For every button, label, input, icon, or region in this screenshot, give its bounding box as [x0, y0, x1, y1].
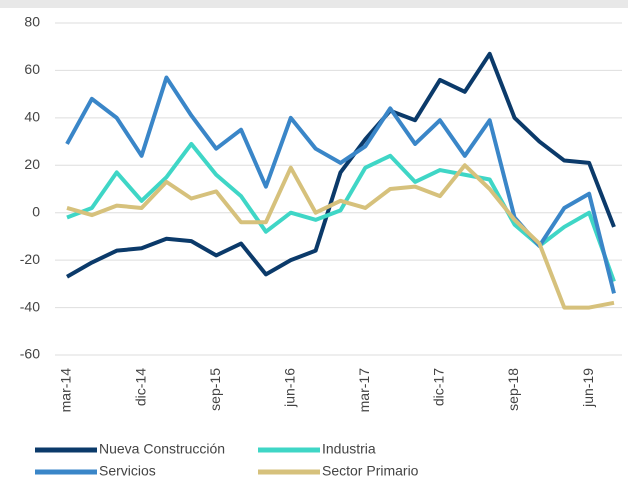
- top-band: [0, 0, 628, 8]
- y-tick-label: 80: [24, 14, 40, 30]
- y-tick-label: -20: [20, 251, 40, 267]
- series-line: [66, 163, 615, 310]
- y-tick-label: -40: [20, 298, 40, 314]
- x-tick-label: mar-14: [58, 368, 74, 413]
- y-tick-label: 40: [24, 109, 40, 125]
- series-line: [65, 75, 616, 294]
- x-tick-label: dic-14: [132, 368, 148, 406]
- series-line: [66, 141, 616, 283]
- x-tick-label: mar-17: [356, 368, 372, 413]
- y-tick-label: 20: [24, 156, 40, 172]
- legend-label: Nueva Construcción: [99, 441, 225, 457]
- x-tick-label: jun-16: [281, 368, 297, 408]
- y-tick-label: -60: [20, 346, 40, 362]
- x-tick-label: dic-17: [431, 368, 447, 406]
- legend-label: Servicios: [99, 463, 156, 479]
- legend-label: Sector Primario: [322, 463, 419, 479]
- x-tick-label: sep-18: [505, 368, 521, 411]
- x-tick-label: sep-15: [207, 368, 223, 411]
- series-line: [66, 51, 616, 279]
- y-tick-label: 0: [32, 203, 40, 219]
- y-tick-label: 60: [24, 61, 40, 77]
- x-tick-label: jun-19: [580, 368, 596, 408]
- legend-label: Industria: [322, 441, 376, 457]
